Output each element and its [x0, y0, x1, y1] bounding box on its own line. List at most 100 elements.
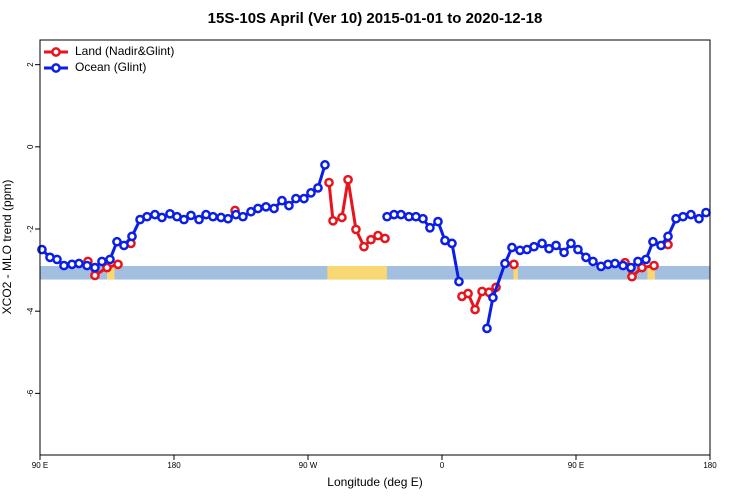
point [559, 247, 569, 258]
x-axis-label: Longitude (deg E) [327, 475, 422, 489]
series-line [40, 164, 707, 329]
point [284, 200, 294, 211]
point [610, 258, 620, 269]
point [102, 262, 112, 273]
x-tick-label: 180 [703, 461, 717, 470]
y-tick-label: 0 [26, 144, 35, 149]
x-tick-label: 90 E [32, 461, 48, 470]
point [261, 201, 271, 212]
point [113, 259, 123, 270]
point [500, 258, 510, 269]
point [649, 260, 659, 271]
point [277, 195, 287, 206]
point [618, 260, 628, 271]
point [482, 323, 492, 334]
point [529, 241, 539, 252]
point [343, 174, 353, 185]
point [380, 233, 390, 244]
y-tick-label: -4 [26, 307, 35, 315]
point [119, 240, 129, 251]
point [663, 231, 673, 242]
point [74, 258, 84, 269]
point [425, 222, 435, 233]
point [581, 252, 591, 263]
point [588, 256, 598, 267]
x-tick-label: 90 W [299, 461, 318, 470]
point [447, 238, 457, 249]
point [641, 254, 651, 265]
point [396, 209, 406, 220]
point [105, 254, 115, 265]
point [351, 224, 361, 235]
point [269, 203, 279, 214]
point [463, 288, 473, 299]
point [52, 254, 62, 265]
plot-frame [39, 39, 711, 456]
point [306, 188, 316, 198]
point [656, 240, 666, 251]
legend-label: Ocean (Glint) [75, 60, 146, 74]
point [179, 214, 189, 225]
point [686, 209, 696, 220]
legend-label: Land (Nadir&Glint) [75, 44, 174, 58]
point [112, 236, 122, 247]
point [454, 276, 464, 287]
point [366, 234, 376, 245]
point [648, 236, 658, 247]
y-tick-label: -6 [26, 389, 35, 397]
point [551, 240, 561, 251]
point [320, 160, 330, 170]
series [37, 160, 711, 334]
point [328, 215, 338, 226]
land-band [513, 265, 518, 280]
y-tick-label: -2 [26, 225, 35, 233]
point [37, 244, 47, 255]
point [127, 231, 137, 242]
chart-title: 15S-10S April (Ver 10) 2015-01-01 to 202… [208, 10, 543, 27]
point [337, 212, 347, 223]
point [223, 213, 233, 224]
point [299, 193, 309, 204]
point [238, 211, 248, 222]
point [194, 214, 204, 225]
point [208, 211, 218, 222]
point [313, 183, 323, 193]
point [324, 177, 334, 188]
series-line [88, 180, 668, 310]
land-band [327, 265, 387, 280]
point [678, 211, 688, 222]
point [701, 207, 711, 218]
point [633, 256, 643, 267]
land-band [107, 265, 115, 280]
legend-marker [51, 63, 61, 73]
x-tick-label: 90 E [568, 461, 584, 470]
y-axis-label: XCO2 - MLO trend (ppm) [0, 180, 14, 315]
point [627, 271, 637, 282]
point [573, 244, 583, 255]
point [90, 270, 100, 281]
point [82, 260, 92, 271]
point [509, 259, 519, 270]
point [90, 262, 100, 273]
point [253, 203, 263, 214]
point [142, 211, 152, 222]
x-tick-label: 180 [167, 461, 181, 470]
point [157, 212, 167, 223]
point [537, 238, 547, 249]
point [418, 213, 428, 224]
point [291, 193, 301, 204]
point [59, 260, 69, 271]
point [97, 256, 107, 267]
point [488, 292, 498, 303]
point [470, 304, 480, 315]
y-tick-label: 2 [26, 62, 35, 67]
series [84, 176, 671, 313]
x-tick-label: 0 [440, 461, 445, 470]
point [626, 262, 636, 273]
land-band [647, 265, 655, 280]
point [507, 242, 517, 253]
legend-marker [51, 47, 61, 57]
point [566, 238, 576, 249]
point [359, 241, 369, 252]
